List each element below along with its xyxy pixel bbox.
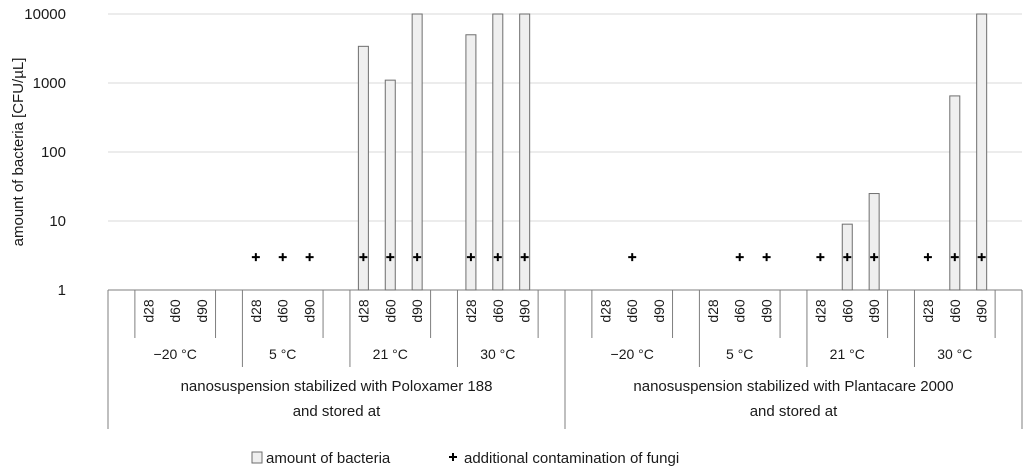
bacteria-bar (465, 34, 477, 291)
fungi-marker (359, 253, 368, 262)
legend-bar-label: amount of bacteria (266, 450, 391, 467)
day-label: d60 (624, 299, 640, 323)
day-label: d60 (382, 299, 398, 323)
fungi-marker (977, 253, 986, 262)
y-axis-label: amount of bacteria [CFU/µL] (10, 58, 27, 247)
fungi-marker (386, 253, 395, 262)
bacteria-bar (357, 45, 369, 291)
fungi-marker (305, 253, 314, 262)
day-label: d60 (732, 299, 748, 323)
fungi-marker (762, 253, 771, 262)
day-label: d90 (302, 299, 318, 323)
fungi-marker (843, 253, 852, 262)
temperature-label: −20 °C (611, 346, 654, 362)
legend-bar-swatch (251, 451, 263, 464)
fungi-marker (816, 253, 825, 262)
bacteria-bar (976, 13, 988, 291)
day-label: d60 (490, 299, 506, 323)
y-tick-label: 100 (41, 144, 66, 161)
fungi-marker (735, 253, 744, 262)
day-label: d28 (463, 299, 479, 323)
legend-marker-label: additional contamination of fungi (464, 450, 679, 467)
fungi-marker (413, 253, 422, 262)
fungi-marker (923, 253, 932, 262)
temperature-label: 5 °C (726, 346, 753, 362)
bacteria-bar (384, 79, 396, 291)
day-label: d28 (355, 299, 371, 323)
day-label: d60 (947, 299, 963, 323)
day-label: d90 (651, 299, 667, 323)
fungi-marker (950, 253, 959, 262)
temperature-label: −20 °C (154, 346, 197, 362)
day-label: d90 (517, 299, 533, 323)
fungi-marker (628, 253, 637, 262)
day-label: d28 (705, 299, 721, 323)
bacteria-bar (492, 13, 504, 291)
fungi-marker (493, 253, 502, 262)
legend-marker-symbol (449, 453, 457, 461)
day-label: d28 (812, 299, 828, 323)
day-label: d90 (409, 299, 425, 323)
day-label: d28 (920, 299, 936, 323)
group-label-line1: nanosuspension stabilized with Plantacar… (633, 378, 953, 395)
fungi-marker (251, 253, 260, 262)
bacteria-bar (949, 95, 961, 291)
day-label: d90 (974, 299, 990, 323)
temperature-label: 21 °C (373, 346, 408, 362)
bacteria-bar (519, 13, 531, 291)
day-label: d28 (248, 299, 264, 323)
group-label-line2: and stored at (293, 403, 381, 420)
bacteria-bar (411, 13, 423, 291)
day-label: d28 (140, 299, 156, 323)
y-tick-label: 1 (58, 282, 66, 299)
temperature-label: 30 °C (480, 346, 515, 362)
day-label: d90 (759, 299, 775, 323)
bacteria-bar (868, 193, 880, 291)
temperature-label: 30 °C (937, 346, 972, 362)
day-label: d60 (839, 299, 855, 323)
day-label: d90 (866, 299, 882, 323)
day-label: d28 (597, 299, 613, 323)
fungi-marker (870, 253, 879, 262)
temperature-label: 21 °C (830, 346, 865, 362)
group-label-line1: nanosuspension stabilized with Poloxamer… (181, 378, 493, 395)
day-label: d60 (275, 299, 291, 323)
fungi-marker (278, 253, 287, 262)
day-label: d90 (194, 299, 210, 323)
day-label: d60 (167, 299, 183, 323)
group-label-line2: and stored at (750, 403, 838, 420)
fungi-marker (466, 253, 475, 262)
temperature-label: 5 °C (269, 346, 296, 362)
fungi-marker (520, 253, 529, 262)
y-tick-label: 10000 (24, 6, 66, 23)
y-tick-label: 1000 (33, 75, 66, 92)
y-tick-label: 10 (49, 213, 66, 230)
